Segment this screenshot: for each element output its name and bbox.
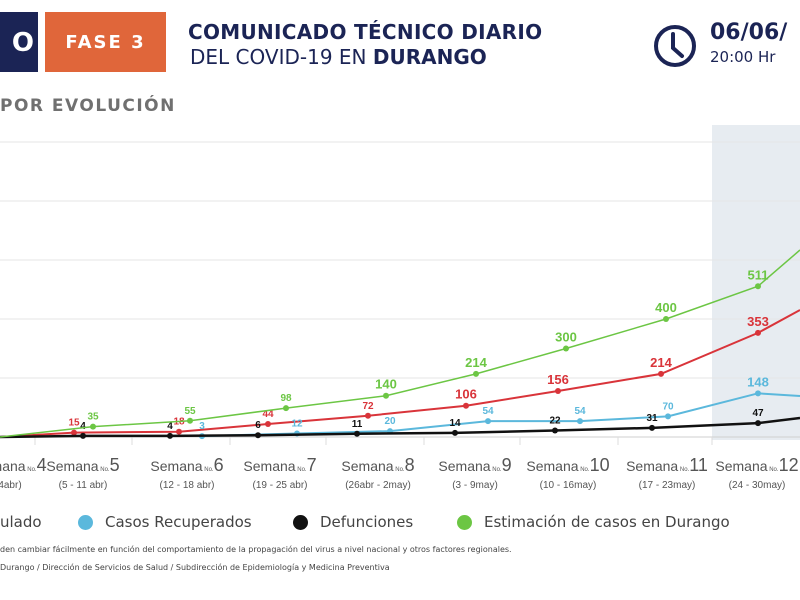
data-label: 4 (80, 421, 86, 432)
data-point (485, 418, 491, 425)
data-label: 300 (555, 330, 577, 345)
data-label: 22 (549, 416, 561, 427)
data-point (283, 405, 289, 412)
data-point (658, 370, 664, 377)
data-label: 44 (262, 409, 274, 420)
data-point (452, 429, 458, 436)
data-label: 11 (352, 419, 363, 430)
x-tick-label: Semana No.9 (3 - 9may) (438, 455, 512, 491)
data-label: 148 (747, 374, 769, 389)
data-point (555, 387, 561, 394)
x-tick-label: Semana No.5 (5 - 11 abr) (46, 455, 120, 491)
series-line-1 (201, 392, 800, 438)
data-point (187, 417, 193, 424)
data-label: 106 (455, 387, 477, 402)
data-label: 3 (199, 421, 205, 432)
data-label: 54 (574, 406, 586, 417)
data-label: 15 (68, 418, 80, 429)
legend-confirmed: ulado (0, 513, 42, 531)
data-label: 18 (173, 417, 185, 428)
data-point (80, 432, 86, 439)
footnote: den cambiar fácilmente en función del co… (0, 545, 512, 554)
data-label: 31 (646, 413, 658, 424)
clock-icon (654, 25, 696, 67)
x-tick-label: Semana No.11 (17 - 23may) (626, 455, 708, 491)
data-point (563, 345, 569, 352)
legend-deaths: Defunciones (293, 513, 413, 531)
data-point (71, 429, 77, 436)
data-label: 47 (752, 408, 764, 419)
legend-label: Estimación de casos en Durango (484, 513, 730, 531)
data-label: 54 (482, 406, 494, 417)
subtitle-state: DURANGO (372, 45, 487, 69)
data-label: 55 (184, 406, 196, 417)
data-point (665, 413, 671, 420)
phase-badge: FASE 3 (45, 12, 166, 72)
data-point (755, 420, 761, 427)
data-point (463, 402, 469, 409)
data-point (577, 418, 583, 425)
data-point (90, 423, 96, 430)
series-line-0 (0, 309, 800, 438)
report-time: 20:00 Hr (710, 48, 776, 66)
data-label: 214 (650, 355, 672, 370)
data-label: 35 (87, 412, 99, 423)
page-subtitle: DEL COVID-19 EN DURANGO (190, 45, 487, 69)
data-label: 400 (655, 300, 677, 315)
data-label: 353 (747, 314, 769, 329)
logo: O (0, 12, 38, 72)
data-label: 6 (255, 420, 261, 431)
data-point (755, 390, 761, 397)
x-tick-label: Semana No.12 (24 - 30may) (715, 455, 799, 491)
x-tick-label: Semana No.7 (19 - 25 abr) (243, 455, 317, 491)
data-point (383, 392, 389, 399)
data-label: 511 (748, 267, 769, 282)
subtitle-prefix: DEL COVID-19 EN (190, 45, 373, 69)
data-point (755, 283, 761, 290)
source-note: Durango / Dirección de Servicios de Salu… (0, 563, 390, 572)
legend-estimate: Estimación de casos en Durango (457, 513, 730, 531)
data-label: 70 (662, 401, 674, 412)
data-label: 20 (384, 416, 396, 427)
page-title: COMUNICADO TÉCNICO DIARIO (188, 20, 543, 44)
x-tick-label: Semana No.6 (12 - 18 abr) (150, 455, 224, 491)
legend-recovered: Casos Recuperados (78, 513, 252, 531)
x-tick-label: Semana No.8 (26abr - 2may) (341, 455, 415, 491)
series-line-3 (0, 249, 800, 438)
legend-label: ulado (0, 513, 42, 531)
data-point (167, 432, 173, 439)
legend-dot (78, 514, 93, 530)
data-point (265, 421, 271, 428)
data-label: 12 (291, 418, 303, 429)
data-label: 4 (167, 421, 173, 432)
data-point (649, 424, 655, 431)
data-point (176, 428, 182, 435)
data-label: 14 (449, 418, 461, 429)
data-point (755, 329, 761, 336)
data-point (354, 430, 360, 437)
legend-label: Defunciones (320, 513, 414, 531)
data-label: 140 (375, 377, 397, 392)
x-tick-label: Semana No.10 (10 - 16may) (526, 455, 610, 491)
data-point (365, 412, 371, 419)
data-point (663, 316, 669, 322)
report-date: 06/06/ (710, 20, 788, 45)
data-label: 72 (362, 401, 374, 412)
series-line-2 (0, 416, 800, 439)
data-point (552, 427, 558, 434)
data-point (255, 432, 261, 439)
highlight-band (712, 125, 800, 440)
legend-label: Casos Recuperados (105, 513, 252, 531)
legend-dot (457, 514, 472, 530)
legend-dot (293, 514, 308, 530)
chart-subtitle: POR EVOLUCIÓN (0, 96, 176, 116)
data-label: 156 (547, 372, 569, 387)
data-point (473, 370, 479, 377)
data-label: 214 (465, 355, 487, 370)
data-label: 98 (280, 393, 292, 404)
